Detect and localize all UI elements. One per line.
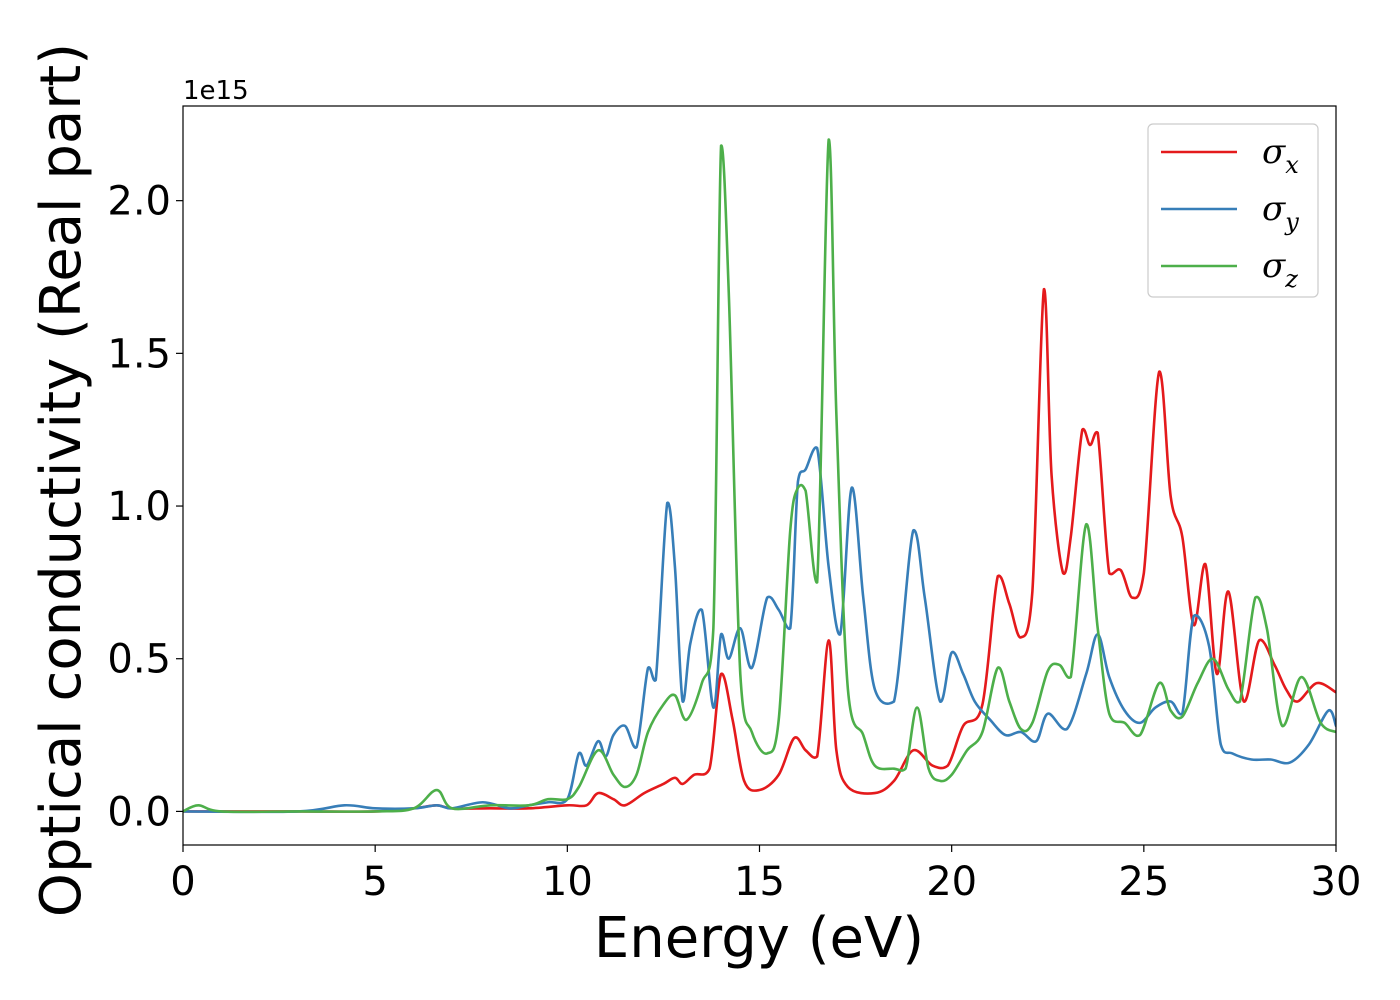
legend-label-sigma-y: σy (1262, 189, 1299, 236)
y-tick-label: 1.5 (107, 331, 171, 377)
series-layer (183, 138, 1336, 814)
legend-box (1147, 123, 1319, 298)
legend-label-sigma-x: σx (1262, 132, 1299, 179)
series-line-sigma-z (183, 138, 1336, 814)
y-axis: 0.0 0.5 1.0 1.5 2.0 (107, 179, 183, 835)
x-tick-label: 30 (1311, 859, 1362, 905)
x-tick-label: 0 (170, 859, 195, 905)
legend-label-sigma-z: σz (1262, 246, 1298, 293)
x-tick-label: 15 (734, 859, 785, 905)
x-tick-label: 25 (1118, 859, 1169, 905)
y-axis-label: Optical conductivity (Real part) (29, 43, 94, 917)
x-tick-label: 20 (926, 859, 977, 905)
y-tick-label: 0.5 (107, 637, 171, 683)
legend: σx σy σz (1147, 123, 1319, 298)
x-axis-label: Energy (eV) (594, 906, 924, 971)
y-tick-label: 2.0 (107, 179, 171, 225)
y-tick-label: 1.0 (107, 484, 171, 530)
x-tick-label: 10 (542, 859, 593, 905)
series-line-sigma-x (183, 287, 1336, 813)
y-tick-label: 0.0 (107, 789, 171, 835)
x-tick-label: 5 (362, 859, 387, 905)
x-axis: 0 5 10 15 20 25 30 (170, 845, 1361, 905)
y-offset-label: 1e15 (183, 76, 249, 106)
